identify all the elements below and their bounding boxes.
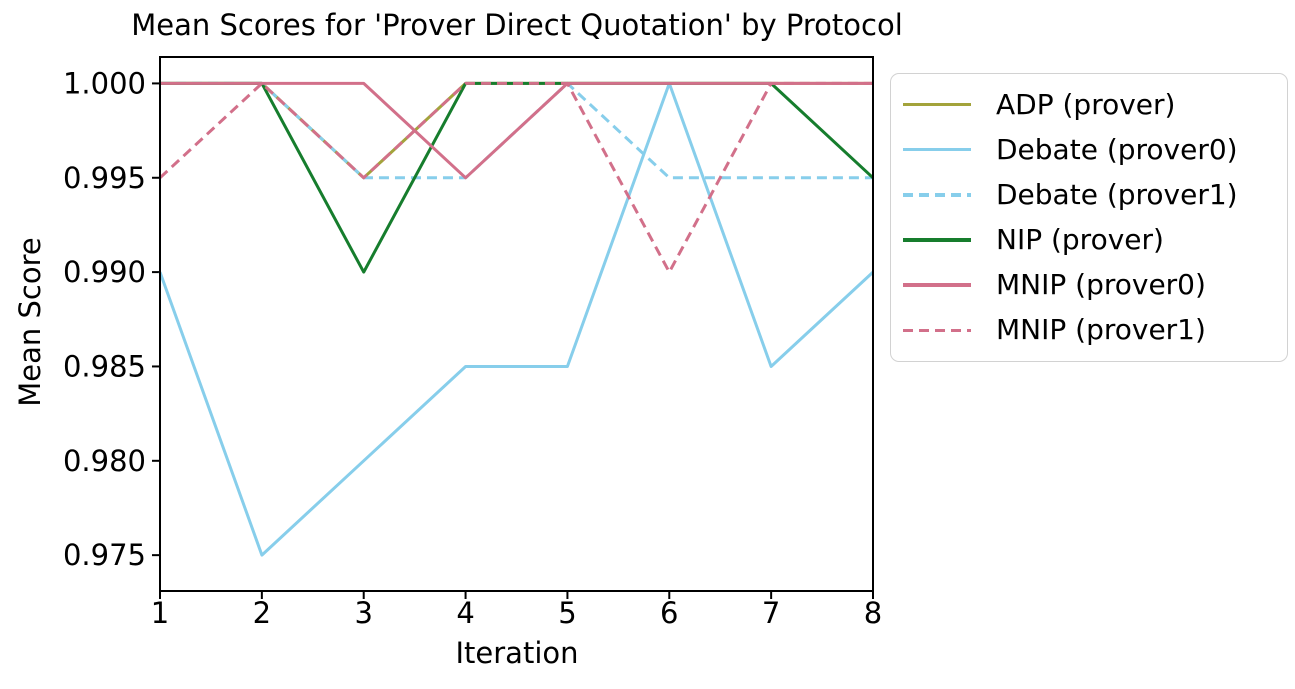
x-tick-label: 1 <box>151 596 169 630</box>
legend-line-swatch-adp-prover <box>903 102 971 107</box>
axes-spines <box>159 56 874 592</box>
legend-line-swatch-debate-prover0 <box>903 147 971 152</box>
series-line-nip-prover <box>160 81 875 274</box>
legend-label: MNIP (prover1) <box>996 313 1206 347</box>
legend-line-swatch-debate-prover1 <box>903 193 971 197</box>
legend-item-debate-prover1: Debate (prover1) <box>903 177 1281 211</box>
legend-label: Debate (prover1) <box>996 177 1238 211</box>
legend-line-swatch-mnip-prover1 <box>903 328 971 333</box>
y-tick-label: 0.985 <box>63 349 146 383</box>
chart-title: Mean Scores for 'Prover Direct Quotation… <box>131 8 903 42</box>
y-tick-label: 0.990 <box>63 255 146 289</box>
series-line-debate-prover0 <box>158 81 875 557</box>
x-tick-label: 2 <box>253 596 271 630</box>
x-tick-label: 6 <box>660 596 678 630</box>
x-tick-label: 7 <box>762 596 780 630</box>
legend-item-nip-prover: NIP (prover) <box>903 226 1281 254</box>
x-tick-label: 5 <box>558 596 576 630</box>
y-tick-label: 0.975 <box>63 538 146 572</box>
legend-line-swatch-mnip-prover0 <box>903 283 971 287</box>
series-line-mnip-prover0 <box>160 81 873 180</box>
series-line-debate-prover1 <box>160 81 873 180</box>
legend-item-adp-prover: ADP (prover) <box>903 87 1281 121</box>
legend-line-swatch-nip-prover <box>903 238 971 242</box>
legend-item-mnip-prover1: MNIP (prover1) <box>903 316 1281 344</box>
y-tick-label: 0.995 <box>63 161 146 195</box>
y-tick-label: 1.000 <box>63 66 146 100</box>
x-tick-label: 3 <box>354 596 372 630</box>
legend-item-debate-prover0: Debate (prover0) <box>903 132 1281 166</box>
x-tick-label: 8 <box>864 596 882 630</box>
x-axis-label: Iteration <box>455 636 579 670</box>
y-tick-label: 0.980 <box>63 444 146 478</box>
legend-label: Debate (prover0) <box>996 132 1238 166</box>
legend-item-mnip-prover0: MNIP (prover0) <box>903 271 1281 299</box>
legend-label: MNIP (prover0) <box>996 268 1206 302</box>
legend: ADP (prover) Debate (prover0) Debate (pr… <box>890 73 1288 362</box>
legend-label: ADP (prover) <box>996 87 1176 121</box>
legend-label: NIP (prover) <box>996 223 1164 257</box>
x-tick-label: 4 <box>456 596 474 630</box>
series-line-mnip-prover1 <box>158 81 873 274</box>
